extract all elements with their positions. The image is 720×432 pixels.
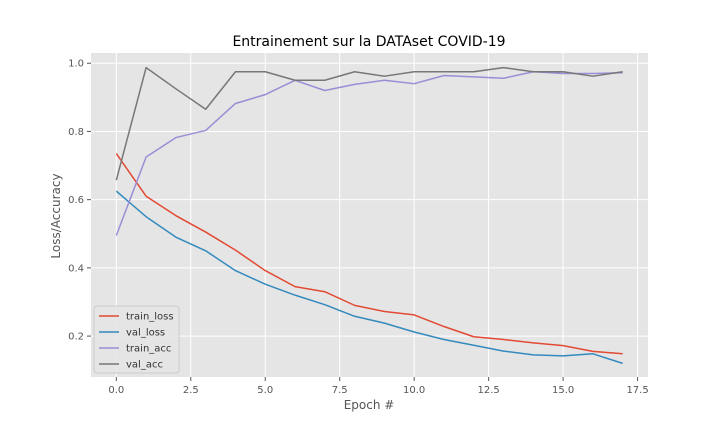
legend-label: val_acc bbox=[126, 360, 163, 371]
grid bbox=[91, 53, 648, 377]
series-lines bbox=[115, 66, 623, 365]
legend-label: train_loss bbox=[126, 312, 174, 323]
x-tick-label: 10.0 bbox=[403, 385, 425, 396]
y-axis-ticks: 0.2 0.4 0.6 0.8 1.0 bbox=[68, 59, 91, 343]
legend-label: train_acc bbox=[126, 344, 171, 355]
y-tick-label: 1.0 bbox=[68, 59, 84, 70]
chart-title: Entrainement sur la DATAset COVID-19 bbox=[232, 34, 505, 50]
series-line-train-loss bbox=[115, 153, 623, 355]
x-tick-label: 17.5 bbox=[626, 385, 648, 396]
x-axis-ticks: 0.0 2.5 5.0 7.5 10.0 12.5 15.0 17.5 bbox=[108, 377, 649, 396]
x-tick-label: 7.5 bbox=[332, 385, 348, 396]
y-axis-title: Loss/Accuracy bbox=[49, 173, 63, 258]
x-tick-label: 5.0 bbox=[257, 385, 273, 396]
x-tick-label: 0.0 bbox=[108, 385, 124, 396]
legend: train_loss val_loss train_acc val_acc bbox=[93, 305, 180, 374]
legend-box bbox=[93, 305, 180, 374]
legend-label: val_loss bbox=[126, 328, 165, 339]
y-tick-label: 0.4 bbox=[68, 263, 84, 274]
y-tick-label: 0.6 bbox=[68, 195, 84, 206]
plot-area bbox=[91, 53, 648, 377]
x-tick-label: 2.5 bbox=[183, 385, 199, 396]
x-axis-title: Epoch # bbox=[344, 398, 395, 412]
y-tick-label: 0.2 bbox=[68, 332, 84, 343]
y-tick-label: 0.8 bbox=[68, 127, 84, 138]
series-line-val-acc bbox=[115, 66, 623, 181]
x-tick-label: 15.0 bbox=[552, 385, 574, 396]
x-tick-label: 12.5 bbox=[478, 385, 500, 396]
series-line-val-loss bbox=[115, 190, 623, 365]
